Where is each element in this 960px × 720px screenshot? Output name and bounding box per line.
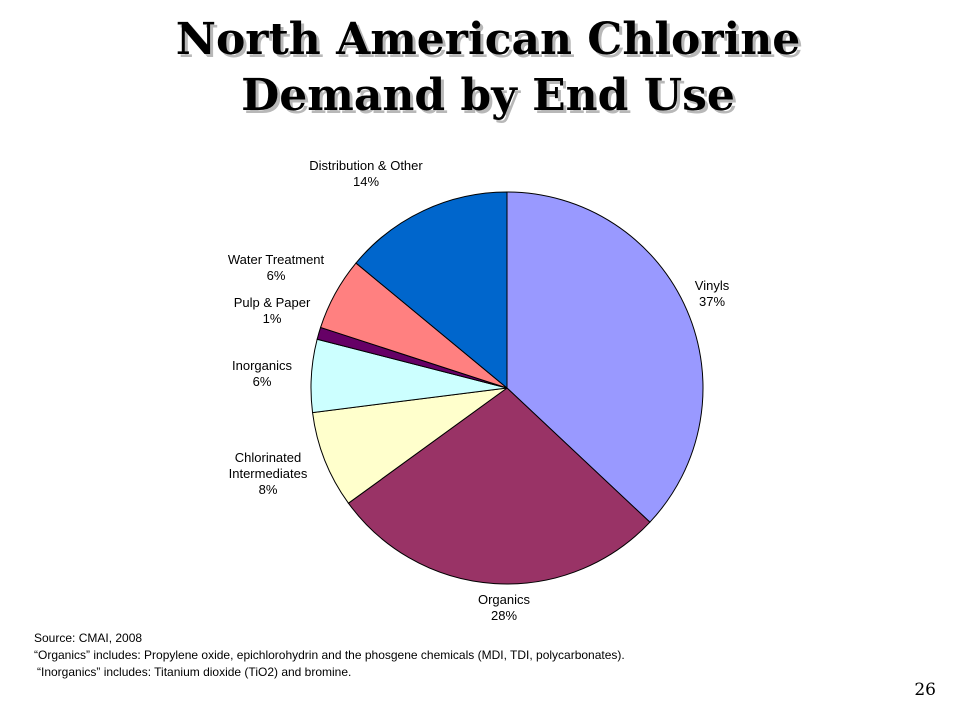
pie-value-label: 6% [267, 268, 286, 283]
pie-value-label: 37% [699, 294, 725, 309]
pie-category-label: Vinyls [695, 278, 730, 293]
organics-note: “Organics” includes: Propylene oxide, ep… [34, 648, 625, 662]
pie-category-label: Pulp & Paper [234, 295, 311, 310]
source-note: Source: CMAI, 2008 [34, 631, 143, 645]
pie-category-label: Inorganics [232, 358, 292, 373]
chart-notes: Source: CMAI, 2008 “Organics” includes: … [34, 630, 625, 681]
pie-slice-distribution-and-other [355, 191, 508, 390]
pie-slices [310, 191, 704, 585]
pie-category-label: Water Treatment [228, 252, 325, 267]
pie-value-label: 28% [491, 608, 517, 623]
pie-value-label: 8% [259, 482, 278, 497]
pie-category-label: Distribution & Other [309, 158, 423, 173]
pie-slice-organics [347, 387, 651, 585]
pie-category-label: Chlorinated [235, 450, 302, 465]
pie-value-label: 14% [353, 174, 379, 189]
pie-value-label: 6% [253, 374, 272, 389]
slide-number: 26 [914, 680, 936, 700]
inorganics-note: “Inorganics” includes: Titanium dioxide … [37, 665, 352, 679]
pie-slice-vinyls [506, 191, 704, 523]
pie-category-label: Organics [478, 592, 531, 607]
slide-title: North American Chlorine Demand by End Us… [0, 12, 960, 124]
pie-value-label: 1% [263, 311, 282, 326]
slide-title-line-1: North American Chlorine [175, 14, 801, 65]
pie-slice-chlorinated-intermediates [311, 387, 508, 504]
slide-title-line-2: Demand by End Use [241, 70, 735, 121]
pie-category-label: Intermediates [229, 466, 308, 481]
